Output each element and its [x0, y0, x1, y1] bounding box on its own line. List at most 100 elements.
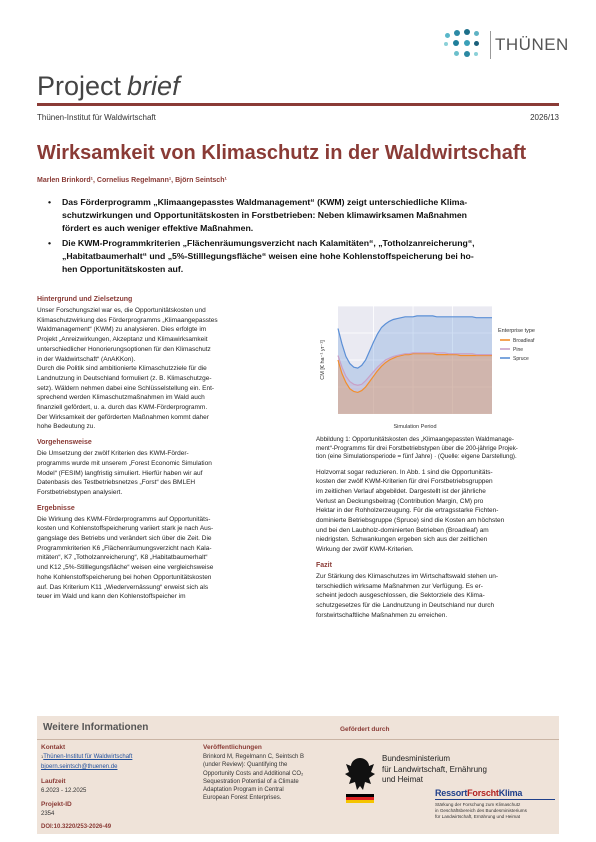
key-finding-1-line: Das Förderprogramm „Klimaangepasstes Wal…	[62, 197, 468, 207]
series-area-pine	[338, 352, 492, 414]
bmel-logo: Bundesministerium für Landwirtschaft, Ern…	[343, 754, 487, 809]
text-line: Adaptation Program in Central	[203, 787, 284, 794]
text-line: Stärkung der Forschung zum Klimaschutz	[435, 802, 521, 807]
figure-1-chart: Simulation Period CM [€ ha⁻¹ yr⁻¹] Enterpr…	[316, 296, 562, 434]
brief-word-brief: brief	[127, 71, 180, 101]
key-finding-1-line: schutzwirkungen und Opportunitätskosten …	[62, 210, 467, 220]
kontakt-label: Kontakt	[41, 744, 66, 751]
institute-link[interactable]: Thünen-Institut für Waldwirtschaft	[43, 754, 133, 760]
text-line: Sequestration Potential of a Climate	[203, 778, 299, 785]
text-line: teuer im Wald und kann den Kohlenstoffsp…	[37, 593, 186, 601]
text-line: und K12 „5%-Stilllegungsfläche“ weisen e…	[37, 564, 214, 572]
section-text-hintergrund: Unser Forschungsziel war es, die Opportu…	[37, 306, 303, 432]
laufzeit-label: Laufzeit	[41, 777, 66, 785]
text-line: finanziell gefördert, u. a. durch das KW…	[37, 404, 208, 412]
text-line: Programmkriterien K6 „Flächenräumungsver…	[37, 544, 212, 552]
text-line: Datenbasis des Testbetriebsnetzes „Forst…	[37, 479, 196, 487]
projekt-id-label: Projekt-ID	[41, 800, 72, 808]
authors: Marlen Brinkord¹, Cornelius Regelmann¹, …	[37, 177, 227, 184]
rfk-part-1: Ressort	[435, 788, 468, 798]
right-column: Simulation Period CM [€ ha⁻¹ yr⁻¹] Enterpr…	[316, 296, 562, 620]
key-finding-2: Die KWM-Programmkriterien „Flächenräumun…	[45, 237, 557, 276]
page-title: Wirksamkeit von Klimaschutz in der Waldw…	[37, 142, 527, 164]
text-line: gangslage des Betriebs und verändert sic…	[37, 535, 212, 543]
text-line: sprechend werden Klimaschutzmaßnahmen im…	[37, 394, 205, 402]
text-line: setz). Wäldern nehmen dabei eine Schlüss…	[37, 384, 215, 392]
text-line: in Geschäftsbereich des Bundesministeriu…	[435, 808, 527, 813]
text-line: Klimaschutzwirkung des Förderprogramms „…	[37, 316, 218, 324]
legend-title: Enterprise type	[498, 328, 535, 334]
info-contact-column: Kontakt 1Thünen-Institut für Waldwirtsch…	[41, 744, 132, 830]
rfk-part-3: Klima	[498, 788, 523, 798]
key-finding-1: Das Förderprogramm „Klimaangepasstes Wal…	[45, 196, 557, 235]
further-information-box: Weitere Informationen Kontakt 1Thünen-In…	[37, 716, 559, 834]
figure-caption: Abbildung 1: Opportunitätskosten des „Kl…	[316, 436, 562, 462]
ressort-forscht-klima-logo: RessortForschtKlima Stärkung der Forschu…	[435, 788, 555, 820]
text-line: ment“-Programms für drei Forstbetriebsty…	[316, 444, 518, 452]
logo-separator	[490, 31, 491, 59]
funding-label-wrap: Gefördert durch	[340, 726, 389, 735]
publications-label: Veröffentlichungen	[203, 744, 262, 751]
brief-word-project: Project	[37, 71, 122, 101]
laufzeit-value: 6.2023 - 12.2025	[41, 787, 87, 794]
legend-label: Pine	[513, 347, 523, 353]
text-line: Model“ (FESIM) langfristig simuliert. Hi…	[37, 469, 203, 477]
text-line: (under Review): Quantifying the	[203, 762, 288, 769]
text-line: im zeitlichen Verlauf abgebildet. Darges…	[316, 487, 486, 495]
section-heading-vorgehen: Vorgehensweise	[37, 439, 92, 447]
series-line-spruce	[337, 315, 492, 369]
institute-name: Thünen-Institut für Waldwirtschaft	[37, 113, 156, 122]
report-number: 2026/13	[530, 113, 559, 122]
legend-label: Spruce	[513, 356, 529, 362]
section-heading-ergebnisse: Ergebnisse	[37, 504, 75, 512]
text-line: auf. Das Kriterium K11 „Wiedervernässung…	[37, 583, 209, 591]
doi: DOI:10.3220/253-2026-49	[41, 824, 112, 831]
info-publications-column: Veröffentlichungen Brinkord M, Regelmann…	[203, 744, 304, 809]
text-line: Die Umsetzung der zwölf Kriterien des KW…	[37, 450, 189, 458]
key-finding-2-line: hen Opportunitätskosten auf.	[62, 264, 184, 274]
text-line: hohe Bedeutung zu.	[37, 423, 96, 431]
text-line: forstwirtschaftliche Maßnahmen zu erreic…	[316, 611, 448, 619]
kontakt-values: 1Thünen-Institut für Waldwirtschaft bjoe…	[41, 754, 133, 771]
text-line: Holzvorrat sogar reduzieren. In Abb. 1 s…	[316, 468, 493, 476]
project-brief-title: Project brief	[37, 71, 180, 102]
text-line: schutzgesetzes für die Landnutzung in De…	[316, 601, 495, 609]
text-line: scheint jedoch ausgeschlossen, die Sekto…	[316, 592, 485, 600]
thuenen-logo: THÜNEN	[443, 25, 573, 65]
rfk-subtitle: Stärkung der Forschung zum Klimaschutz in…	[435, 802, 555, 820]
text-line: hohe Kohlenstoffspeicherung bei hohen Op…	[37, 573, 212, 581]
text-line: Unser Forschungsziel war es, die Opportu…	[37, 307, 206, 314]
text-line: programms wurde mit unserem „Forest Econ…	[37, 459, 212, 467]
text-line: Projekt „Anreizwirkungen, Akzeptanz und …	[37, 336, 208, 344]
left-column: Hintergrund und Zielsetzung Unser Forsch…	[37, 296, 303, 602]
text-line: Forstbetriebstypen analysiert.	[37, 488, 123, 496]
text-line: Die Wirkung des KWM-Förderprogramms auf …	[37, 515, 211, 523]
text-line: mitäten“, K7 „Totholzanreicherung“, K8 „…	[37, 554, 208, 562]
text-line: Wirkung der zwölf KWM-Kriterien.	[316, 546, 414, 554]
section-heading-hintergrund: Hintergrund und Zielsetzung	[37, 296, 133, 303]
text-line: Hektar in der Rohholzerzeugung. Für die …	[316, 507, 499, 515]
section-text-vorgehen: Die Umsetzung der zwölf Kriterien des KW…	[37, 449, 303, 498]
text-line: kosten der zwölf KWM-Kriterien für drei …	[316, 478, 493, 486]
text-line: und bei den Laubholz-dominierten Betrieb…	[316, 526, 489, 534]
text-line: Bundesministerium	[382, 754, 451, 763]
text-line: kosten und Kohlenstoffspeicherung variie…	[37, 525, 214, 533]
section-text-fazit: Zur Stärkung des Klimaschutzes im Wirtsc…	[316, 572, 562, 621]
text-line: Opportunity Costs and Additional CO₂	[203, 770, 304, 777]
series-area-broadleaf	[338, 353, 492, 414]
header-rule	[37, 103, 559, 106]
legend-label: Broadleaf	[513, 338, 535, 344]
rfk-name: RessortForschtKlima	[435, 788, 555, 798]
series-line-pine	[337, 352, 492, 386]
text-line: terschiedlich wirksame Maßnahmen zur Ver…	[316, 582, 483, 590]
opportunity-cost-chart: Simulation Period CM [€ ha⁻¹ yr⁻¹] Enterpr…	[320, 305, 535, 430]
text-line: Verlust an Deckungsbeitrag (Contribution…	[316, 497, 484, 505]
text-line: Zur Stärkung des Klimaschutzes im Wirtsc…	[316, 572, 499, 580]
info-rule	[37, 739, 559, 740]
bmel-name: Bundesministerium für Landwirtschaft, Ern…	[382, 754, 487, 786]
text-line: in der Waldwirtschaft“ (AnAKKon).	[37, 355, 136, 363]
key-finding-2-line: Die KWM-Programmkriterien „Flächenräumun…	[62, 238, 475, 248]
email-link[interactable]: bjoern.seintsch@thuenen.de	[41, 764, 118, 771]
publications-text: Brinkord M, Regelmann C, Seintsch B (unde…	[203, 753, 304, 803]
info-title: Weitere Informationen	[43, 722, 149, 733]
